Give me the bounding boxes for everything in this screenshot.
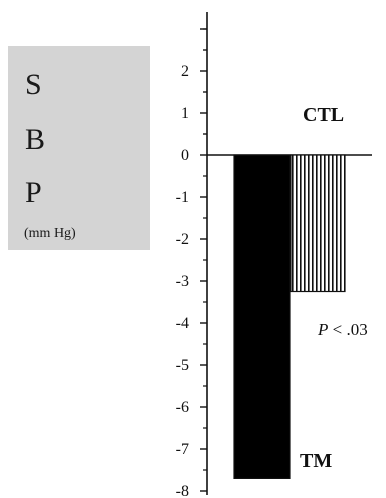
legend-label-ctl: CTL — [303, 104, 345, 126]
y-tick-label: -8 — [176, 483, 189, 498]
bar-ctl — [290, 154, 346, 293]
y-tick-label: -2 — [176, 231, 189, 248]
y-tick-label: 1 — [181, 105, 189, 122]
y-tick-label: 2 — [181, 63, 189, 80]
p-value-text: < .03 — [328, 320, 368, 339]
y-axis-label-box: S B P (mm Hg) — [8, 46, 150, 250]
p-value-annotation: P < .03 — [318, 320, 368, 340]
y-axis-label-letter-s: S — [25, 68, 42, 101]
y-tick-label: -3 — [176, 273, 189, 290]
y-tick-label: -5 — [176, 357, 189, 374]
bar-tm — [233, 154, 291, 479]
y-axis-label-letter-b: B — [25, 123, 46, 156]
y-axis-unit-label: (mm Hg) — [24, 226, 76, 241]
legend-label-tm: TM — [300, 450, 333, 472]
y-tick-label: -6 — [176, 399, 189, 416]
y-tick-label: -7 — [176, 441, 189, 458]
p-value-letter: P — [318, 320, 329, 339]
y-tick-label: -1 — [176, 189, 189, 206]
y-tick-label: -4 — [176, 315, 189, 332]
y-tick-label: 0 — [181, 147, 189, 164]
y-axis-label-letter-p: P — [25, 176, 42, 209]
